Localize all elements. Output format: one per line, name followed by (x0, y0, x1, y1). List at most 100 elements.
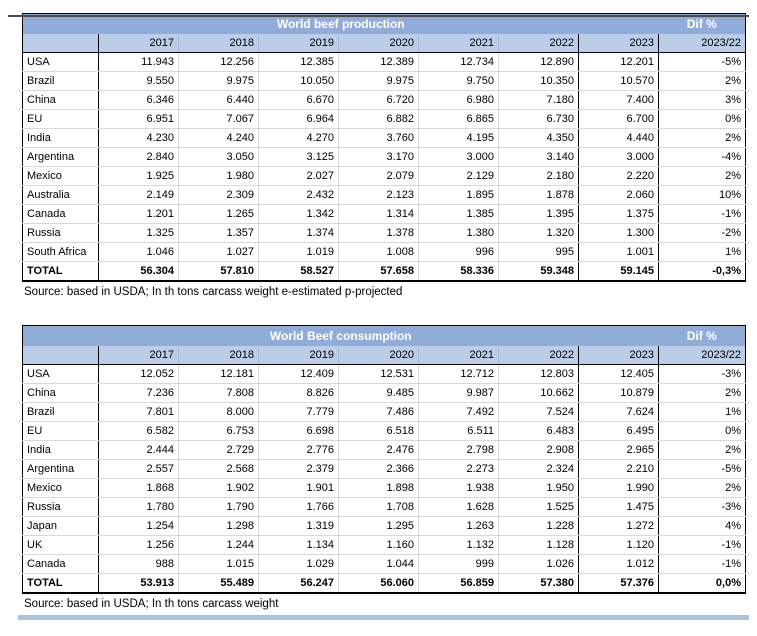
row-label: UK (22, 535, 99, 555)
value-cell: 2.366 (338, 459, 419, 479)
value-cell: 7.067 (178, 109, 259, 129)
value-cell: 6.882 (338, 109, 419, 129)
value-cell: 1.265 (178, 204, 259, 224)
value-cell: 12.256 (178, 52, 259, 72)
value-cell: 12.803 (498, 364, 579, 384)
value-cell: 1.980 (178, 166, 259, 186)
value-cell: 1.378 (338, 223, 419, 243)
value-cell: 3.760 (338, 128, 419, 148)
table-row: Argentina 2.557 2.568 2.379 2.366 2.273 2.324 2… (22, 459, 746, 479)
table-row: Australia 2.149 2.309 2.432 2.123 1.895 1.878 2… (22, 185, 746, 205)
value-cell: 1.375 (578, 204, 659, 224)
year-header-row: 2017 2018 2019 2020 2021 2022 2023 2023/22 (22, 34, 746, 53)
table-row: Russia 1.780 1.790 1.766 1.708 1.628 1.525 1.47… (22, 497, 746, 517)
year-header: 2021 (418, 346, 499, 365)
value-cell: 6.582 (98, 421, 179, 441)
dif-cell: -4% (658, 147, 746, 167)
dif-subheader: 2023/22 (658, 346, 746, 365)
dif-cell: 10% (658, 185, 746, 205)
value-cell: 8.826 (258, 383, 339, 403)
value-cell: 2.476 (338, 440, 419, 460)
value-cell: 1.320 (498, 223, 579, 243)
value-cell: 3.000 (578, 147, 659, 167)
row-label: EU (22, 421, 99, 441)
table-row: Mexico 1.925 1.980 2.027 2.079 2.129 2.180 2.22… (22, 166, 746, 186)
value-cell: 12.405 (578, 364, 659, 384)
year-header: 2017 (98, 34, 179, 53)
dif-percent-header: Dif % (658, 13, 746, 34)
report-sheet: World beef production Dif % 2017 2018 2019 20… (0, 13, 757, 636)
value-cell: 988 (98, 554, 179, 574)
value-cell: 4.240 (178, 128, 259, 148)
value-cell: 1.902 (178, 478, 259, 498)
value-cell: 7.400 (578, 90, 659, 110)
table-row: USA 12.052 12.181 12.409 12.531 12.712 12.803 1… (22, 364, 746, 384)
value-cell: 999 (418, 554, 499, 574)
value-cell: 6.440 (178, 90, 259, 110)
year-header-row: 2017 2018 2019 2020 2021 2022 2023 2023/22 (22, 346, 746, 365)
value-cell: 57.810 (178, 261, 259, 281)
value-cell: 1.263 (418, 516, 499, 536)
value-cell: 3.000 (418, 147, 499, 167)
dif-cell: -2% (658, 223, 746, 243)
value-cell: 1.314 (338, 204, 419, 224)
value-cell: 7.180 (498, 90, 579, 110)
dif-cell: 0% (658, 421, 746, 441)
dif-cell: -5% (658, 52, 746, 72)
top-divider-line (8, 15, 749, 17)
value-cell: 1.878 (498, 185, 579, 205)
value-cell: 12.734 (418, 52, 499, 72)
value-cell: 3.125 (258, 147, 339, 167)
value-cell: 7.624 (578, 402, 659, 422)
value-cell: 2.557 (98, 459, 179, 479)
value-cell: 2.273 (418, 459, 499, 479)
value-cell: 56.060 (338, 573, 419, 593)
value-cell: 56.247 (258, 573, 339, 593)
value-cell: 6.951 (98, 109, 179, 129)
value-cell: 1.027 (178, 242, 259, 262)
dif-cell: 0% (658, 109, 746, 129)
bottom-divider-bar (18, 615, 749, 620)
value-cell: 2.432 (258, 185, 339, 205)
value-cell: 1.012 (578, 554, 659, 574)
dif-cell: 2% (658, 166, 746, 186)
value-cell: 6.730 (498, 109, 579, 129)
value-cell: 12.181 (178, 364, 259, 384)
corner-cell (22, 34, 99, 53)
value-cell: 4.270 (258, 128, 339, 148)
value-cell: 57.380 (498, 573, 579, 593)
value-cell: 55.489 (178, 573, 259, 593)
dif-cell: 2% (658, 383, 746, 403)
value-cell: 12.385 (258, 52, 339, 72)
row-label: Russia (22, 223, 99, 243)
value-cell: 1.160 (338, 535, 419, 555)
value-cell: 9.485 (338, 383, 419, 403)
value-cell: 1.708 (338, 497, 419, 517)
value-cell: 6.495 (578, 421, 659, 441)
value-cell: 6.753 (178, 421, 259, 441)
value-cell: 6.346 (98, 90, 179, 110)
year-header: 2022 (498, 346, 579, 365)
value-cell: 2.379 (258, 459, 339, 479)
table-row: India 4.230 4.240 4.270 3.760 4.195 4.350 4.440… (22, 128, 746, 148)
value-cell: 996 (418, 242, 499, 262)
row-label: China (22, 383, 99, 403)
value-cell: 1.132 (418, 535, 499, 555)
value-cell: 1.325 (98, 223, 179, 243)
value-cell: 1.385 (418, 204, 499, 224)
consumption-section: World Beef consumption Dif % 2017 2018 2019 2… (0, 325, 757, 610)
value-cell: 2.309 (178, 185, 259, 205)
value-cell: 8.000 (178, 402, 259, 422)
dif-cell: -1% (658, 554, 746, 574)
year-header: 2020 (338, 346, 419, 365)
value-cell: 12.409 (258, 364, 339, 384)
value-cell: 6.698 (258, 421, 339, 441)
table-row: Japan 1.254 1.298 1.319 1.295 1.263 1.228 1.272… (22, 516, 746, 536)
value-cell: 6.483 (498, 421, 579, 441)
row-label: India (22, 440, 99, 460)
table-title: World beef production (22, 13, 659, 34)
total-row: TOTAL 53.913 55.489 56.247 56.060 56.859 57.38… (22, 573, 746, 593)
table-row: China 6.346 6.440 6.670 6.720 6.980 7.180 7.400… (22, 90, 746, 110)
value-cell: 7.779 (258, 402, 339, 422)
dif-cell: 2% (658, 71, 746, 91)
